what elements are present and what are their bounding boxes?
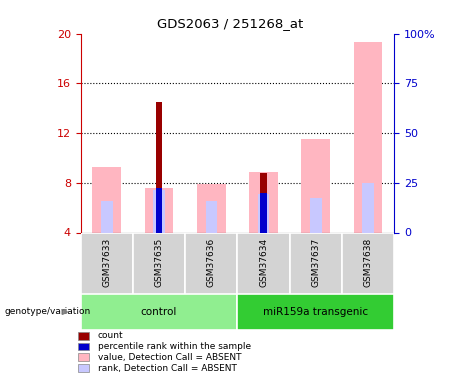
Bar [133,232,185,294]
Text: GSM37634: GSM37634 [259,237,268,286]
Bar [249,172,278,232]
Bar [154,190,165,232]
Bar [156,102,162,232]
Bar [260,173,267,232]
Text: count: count [98,331,124,340]
Text: value, Detection Call = ABSENT: value, Detection Call = ABSENT [98,353,241,362]
Bar [78,332,89,340]
Bar [78,364,89,372]
Bar [342,232,394,294]
Bar [290,232,342,294]
Text: rank, Detection Call = ABSENT: rank, Detection Call = ABSENT [98,364,236,373]
Bar [78,353,89,361]
Bar [197,184,226,232]
Bar [260,193,267,232]
Bar [301,140,330,232]
Text: GSM37633: GSM37633 [102,237,111,287]
Text: GSM37635: GSM37635 [154,237,164,287]
Text: GSM37636: GSM37636 [207,237,216,287]
Bar [237,294,394,330]
Text: GSM37638: GSM37638 [364,237,372,287]
Text: percentile rank within the sample: percentile rank within the sample [98,342,251,351]
Text: GDS2063 / 251268_at: GDS2063 / 251268_at [157,17,304,30]
Bar [237,232,290,294]
Bar [81,294,237,330]
Bar [145,188,173,232]
Text: control: control [141,307,177,317]
Text: genotype/variation: genotype/variation [5,308,91,316]
Bar [258,194,269,232]
Bar [362,183,374,232]
Bar [185,232,237,294]
Text: miR159a transgenic: miR159a transgenic [263,307,368,317]
Bar [354,42,382,232]
Bar [78,343,89,350]
Bar [156,188,162,232]
Bar [310,198,321,232]
Text: GSM37637: GSM37637 [311,237,320,287]
Bar [92,166,121,232]
Bar [206,201,217,232]
Bar [81,232,133,294]
Bar [101,201,112,232]
